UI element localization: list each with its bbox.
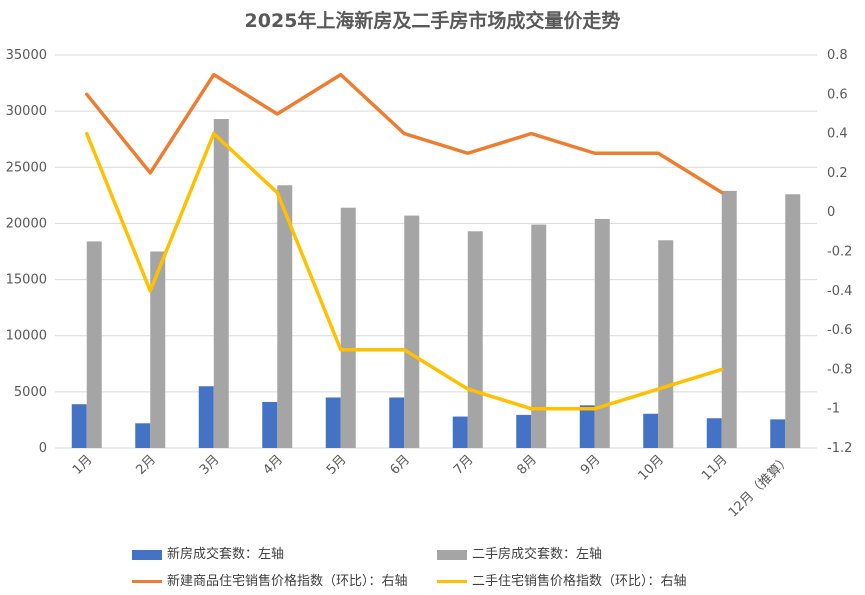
legend-item-resale-units: 二手房成交套数：左轴 <box>437 543 602 562</box>
bar-new-units <box>452 416 468 448</box>
bar-new-units <box>389 397 405 448</box>
bar-resale-units <box>277 185 293 448</box>
category-label: 12月（推算） <box>726 452 794 520</box>
left-axis-tick-label: 15000 <box>6 273 47 288</box>
legend-swatch-resale-price-index <box>437 580 467 583</box>
bar-new-units <box>71 404 87 448</box>
left-axis-tick-label: 30000 <box>6 104 47 119</box>
legend-swatch-new-units <box>132 549 162 560</box>
legend-swatch-resale-units <box>437 549 467 560</box>
category-label: 10月 <box>636 452 667 483</box>
category-label: 5月 <box>324 452 350 478</box>
legend-swatch-new-price-index <box>132 580 162 583</box>
bar-new-units <box>262 401 278 448</box>
bar-resale-units <box>467 231 483 448</box>
bar-resale-units <box>150 251 166 448</box>
chart-title: 2025年上海新房及二手房市场成交量价走势 <box>244 10 621 32</box>
right-axis-tick-label: -1 <box>827 402 840 417</box>
left-axis-tick-label: 5000 <box>14 385 47 400</box>
category-label: 4月 <box>260 452 286 478</box>
bar-new-units <box>325 397 341 448</box>
legend-label-resale-price-index: 二手住宅销售价格指数（环比）：右轴 <box>472 574 687 589</box>
category-label: 6月 <box>387 452 413 478</box>
left-axis-tick-label: 0 <box>39 441 47 456</box>
bar-new-units <box>135 423 151 448</box>
category-label: 3月 <box>197 452 223 478</box>
bar-resale-units <box>340 207 356 448</box>
right-axis-tick-label: 0.8 <box>827 48 848 63</box>
line-resale-price-index <box>85 131 724 411</box>
left-axis-tick-label: 25000 <box>6 160 47 175</box>
bar-resale-units <box>594 218 610 448</box>
bar-resale-units <box>213 119 229 448</box>
right-axis-tick-label: -0.2 <box>827 245 852 260</box>
category-label: 2月 <box>133 452 159 478</box>
legend-label-new-price-index: 新建商品住宅销售价格指数（环比）：右轴 <box>167 574 408 589</box>
bar-new-units <box>516 414 532 448</box>
bar-new-units <box>706 418 722 448</box>
bar-resale-units <box>785 194 801 448</box>
left-axis-tick-label: 35000 <box>6 48 47 63</box>
right-axis-tick-label: -0.4 <box>827 284 852 299</box>
bar-resale-units <box>658 240 674 448</box>
right-axis-tick-label: 0.2 <box>827 166 848 181</box>
legend-item-resale-price-index: 二手住宅销售价格指数（环比）：右轴 <box>437 570 687 589</box>
category-label: 7月 <box>451 452 477 478</box>
right-axis-tick-label: 0.6 <box>827 87 848 102</box>
bar-new-units <box>579 405 595 448</box>
bar-resale-units <box>404 215 420 448</box>
legend-label-resale-units: 二手房成交套数：左轴 <box>472 547 603 562</box>
left-axis-tick-label: 20000 <box>6 216 47 231</box>
category-label: 9月 <box>578 452 604 478</box>
bar-resale-units <box>86 241 102 448</box>
category-label: 11月 <box>699 452 730 483</box>
left-axis-tick-label: 10000 <box>6 329 47 344</box>
legend-label-new-units: 新房成交套数：左轴 <box>167 547 285 562</box>
legend-item-new-units: 新房成交套数：左轴 <box>132 543 284 562</box>
bar-new-units <box>770 419 786 448</box>
bar-new-units <box>198 386 214 448</box>
right-axis-tick-label: 0.4 <box>827 127 848 142</box>
bar-new-units <box>643 413 659 448</box>
category-label: 8月 <box>514 452 540 478</box>
bar-resale-units <box>721 190 737 448</box>
category-label: 1月 <box>70 452 96 478</box>
legend-item-new-price-index: 新建商品住宅销售价格指数（环比）：右轴 <box>132 570 408 589</box>
bar-resale-units <box>531 224 547 448</box>
right-axis-tick-label: -0.8 <box>827 362 852 377</box>
right-axis-tick-label: -0.6 <box>827 323 852 338</box>
line-new-price-index <box>85 72 724 195</box>
right-axis-tick-label: 0 <box>827 205 835 220</box>
right-axis-tick-label: -1.2 <box>827 441 852 456</box>
